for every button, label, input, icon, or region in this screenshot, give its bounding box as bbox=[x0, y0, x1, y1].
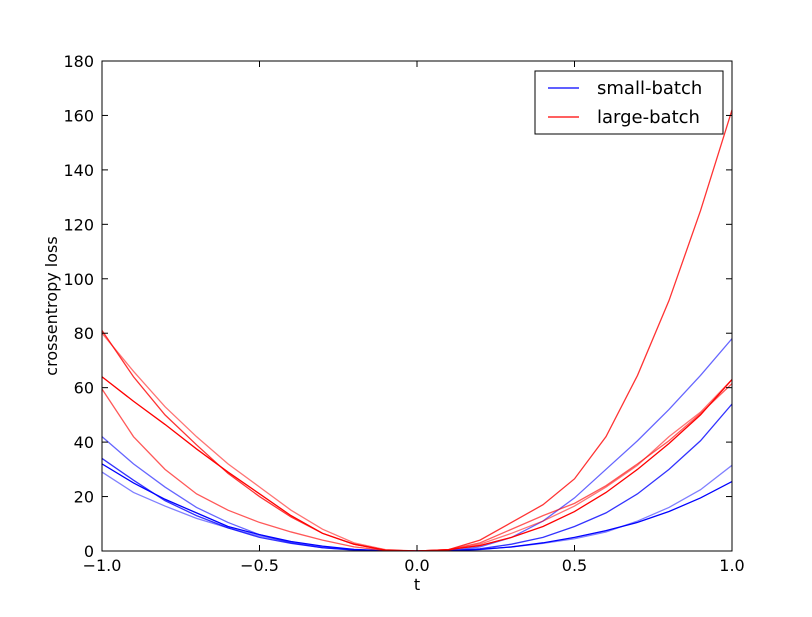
series-line-small-batch-4 bbox=[102, 464, 732, 551]
x-tick-label: 0.0 bbox=[404, 556, 429, 575]
legend-box bbox=[534, 70, 724, 135]
series-line-large-batch-6 bbox=[102, 109, 732, 551]
legend-label-small-batch: small-batch bbox=[597, 78, 702, 99]
y-tick-label: 160 bbox=[63, 106, 94, 125]
series-line-small-batch-3 bbox=[102, 338, 732, 551]
x-tick-label: 1.0 bbox=[719, 556, 744, 575]
y-tick-label: 100 bbox=[63, 270, 94, 289]
ticks-layer: −1.0 −0.5 0.0 0.5 1.0 0 20 40 60 80 100 120 140 160 18… bbox=[63, 52, 744, 575]
y-axis-label: crossentropy loss bbox=[42, 236, 61, 375]
x-tick-label: 0.5 bbox=[562, 556, 587, 575]
y-tick-label: 40 bbox=[74, 433, 94, 452]
y-tick-label: 80 bbox=[74, 324, 94, 343]
x-tick-label: −1.0 bbox=[83, 556, 122, 575]
y-tick-label: 140 bbox=[63, 161, 94, 180]
series-line-large-batch-5 bbox=[102, 376, 732, 551]
x-axis-label: t bbox=[414, 575, 420, 594]
x-tick-label: −0.5 bbox=[240, 556, 279, 575]
y-tick-label: 180 bbox=[63, 52, 94, 71]
series-line-large-batch-7 bbox=[102, 383, 732, 551]
y-tick-label: 60 bbox=[74, 379, 94, 398]
legend-label-large-batch: large-batch bbox=[597, 107, 700, 128]
series-line-large-batch-8 bbox=[102, 332, 732, 551]
y-tick-label: 20 bbox=[74, 488, 94, 507]
y-tick-label: 120 bbox=[63, 215, 94, 234]
legend: small-batch large-batch bbox=[534, 70, 724, 135]
y-tick-label: 0 bbox=[84, 542, 94, 561]
series-line-small-batch-2 bbox=[102, 403, 732, 551]
series-layer bbox=[102, 109, 732, 551]
